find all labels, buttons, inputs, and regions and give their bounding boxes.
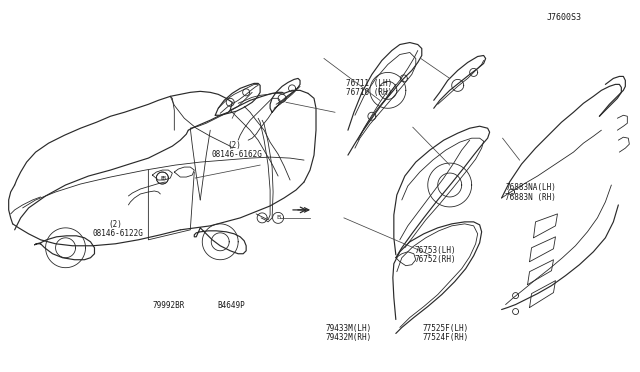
- Text: 08146-6122G: 08146-6122G: [92, 229, 143, 238]
- Text: 79432M(RH): 79432M(RH): [325, 333, 371, 343]
- Text: 77525F(LH): 77525F(LH): [422, 324, 468, 333]
- Text: 08146-6162G: 08146-6162G: [211, 150, 262, 159]
- Text: 76883N (RH): 76883N (RH): [505, 193, 556, 202]
- Text: 76883NA(LH): 76883NA(LH): [505, 183, 556, 192]
- Text: (2): (2): [108, 221, 122, 230]
- Text: (2): (2): [227, 141, 241, 150]
- Text: J7600S3: J7600S3: [547, 13, 582, 22]
- Text: B: B: [161, 176, 164, 180]
- Text: B4649P: B4649P: [218, 301, 246, 310]
- Text: 79433M(LH): 79433M(LH): [325, 324, 371, 333]
- Text: B: B: [276, 215, 280, 220]
- Text: B: B: [161, 176, 166, 180]
- Text: 76710 (RH): 76710 (RH): [346, 88, 392, 97]
- Text: 77524F(RH): 77524F(RH): [422, 333, 468, 343]
- Text: 76752(RH): 76752(RH): [415, 255, 456, 264]
- Text: 79992BR: 79992BR: [153, 301, 185, 310]
- Text: 76711 (LH): 76711 (LH): [346, 79, 392, 88]
- Text: 76753(LH): 76753(LH): [415, 246, 456, 254]
